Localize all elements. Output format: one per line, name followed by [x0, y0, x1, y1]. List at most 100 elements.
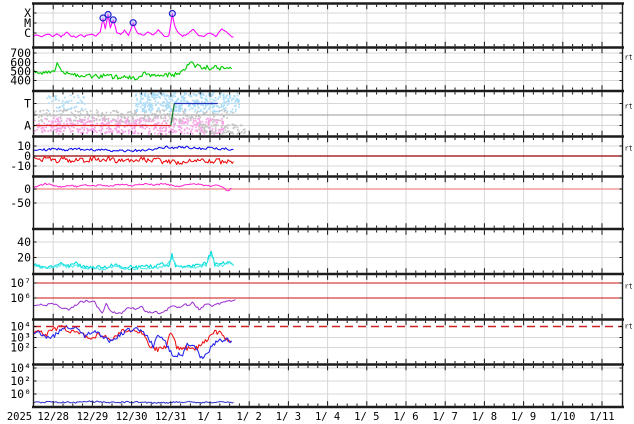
y-tick-label: -10	[10, 159, 31, 173]
x-tick-label: 12/31	[155, 411, 187, 423]
x-tick-label: 12/30	[116, 411, 148, 423]
panel-content	[33, 230, 623, 273]
x-tick-label: 1/ 7	[433, 411, 458, 423]
y-tick-label: M	[24, 16, 31, 30]
sector-transition-line	[170, 103, 175, 126]
y-tick-label: 700	[10, 46, 31, 60]
x-tick-label: 1/ 8	[472, 411, 497, 423]
panel-content	[33, 320, 623, 364]
x-tick-label: 1/ 1	[197, 411, 222, 423]
panel-xray: XMC	[24, 4, 623, 47]
y-tick-label: 500	[10, 65, 31, 79]
mixed-scatter-late	[197, 123, 246, 135]
time-ticks	[33, 92, 623, 136]
rt-label: rt	[625, 323, 633, 331]
time-ticks	[33, 48, 623, 90]
y-tick-label: 10²	[10, 341, 31, 355]
series-xray-flux	[33, 13, 234, 38]
y-axis-labels-imf-bz: 100-10	[10, 139, 31, 173]
rt-label: rt	[625, 103, 633, 111]
panel-content	[33, 48, 623, 90]
x-tick-label: 1/10	[550, 411, 575, 423]
y-tick-label: 0	[24, 182, 31, 196]
y-axis-labels-storm-index: 0-50	[10, 182, 31, 210]
time-ticks	[33, 230, 623, 273]
time-ticks	[33, 365, 623, 406]
mixed-scatter	[33, 109, 234, 123]
y-tick-label: 0	[24, 149, 31, 163]
x-axis-year-label: 2025	[7, 411, 32, 423]
x-tick-label: 1/ 2	[237, 411, 262, 423]
y-tick-label: 10²	[10, 374, 31, 388]
y-tick-label: 10⁰	[10, 387, 31, 401]
x-tick-label: 1/11	[589, 411, 614, 423]
panel-content	[33, 4, 623, 47]
time-ticks	[33, 4, 623, 47]
time-ticks	[33, 275, 623, 319]
y-axis-labels-imf-sector: TA	[24, 97, 31, 133]
y-tick-label: C	[24, 26, 31, 40]
flare-markers	[99, 9, 176, 27]
x-tick-label: 12/29	[77, 411, 109, 423]
y-tick-label: 400	[10, 74, 31, 88]
series-density-b	[33, 254, 234, 271]
panel-imf-sector: TA	[24, 92, 623, 136]
time-ticks	[33, 137, 623, 176]
panel-imf-bz: 100-10	[10, 137, 623, 176]
rt-label: rt	[625, 54, 633, 62]
series-index	[33, 182, 232, 192]
x-tick-label: 12/28	[37, 411, 69, 423]
y-axis-labels-xray: XMC	[24, 6, 31, 40]
y-tick-label: A	[24, 119, 31, 133]
x-tick-label: 1/ 9	[511, 411, 536, 423]
y-tick-label: 10⁷	[10, 276, 31, 290]
y-tick-label: T	[24, 97, 31, 111]
y-tick-label: 10⁴	[10, 320, 31, 334]
panel-content	[33, 137, 623, 176]
toward-scatter	[134, 92, 241, 113]
x-tick-label: 1/ 6	[393, 411, 418, 423]
series-proton-blue	[33, 324, 233, 360]
series-speed	[33, 61, 233, 81]
x-tick-label: 1/ 3	[276, 411, 301, 423]
y-tick-label: 20	[17, 251, 31, 265]
y-tick-label: 10³	[10, 331, 31, 345]
y-tick-label: 10	[17, 139, 31, 153]
y-tick-label: 600	[10, 56, 31, 70]
y-tick-label: 40	[17, 235, 31, 249]
panel-content	[33, 92, 623, 136]
panel-storm-index: 0-50	[10, 177, 623, 228]
series-density-a	[33, 250, 234, 270]
time-ticks	[33, 177, 623, 228]
x-tick-label: 1/ 5	[354, 411, 379, 423]
time-ticks	[33, 320, 623, 364]
panel-content	[33, 177, 623, 228]
rt-label: rt	[625, 283, 633, 291]
rt-label: rt	[625, 145, 633, 153]
series-proton-red	[33, 324, 232, 353]
panel-content	[33, 275, 623, 319]
panel-content	[33, 365, 623, 406]
series-electron	[33, 299, 236, 315]
x-axis-labels: 2025 12/28 12/29 12/30 12/31 1/ 1 1/ 2 1/ 3 1/ 4…	[7, 411, 615, 423]
series-bt	[33, 145, 234, 153]
right-edge-labels: rt rt rt rt rt	[625, 54, 633, 331]
series-bz	[33, 156, 234, 165]
y-tick-label: 10⁶	[10, 291, 31, 305]
y-tick-label: X	[24, 6, 31, 20]
series-background	[33, 400, 234, 405]
y-tick-label: -50	[10, 196, 31, 210]
y-tick-label: 10⁴	[10, 361, 31, 375]
